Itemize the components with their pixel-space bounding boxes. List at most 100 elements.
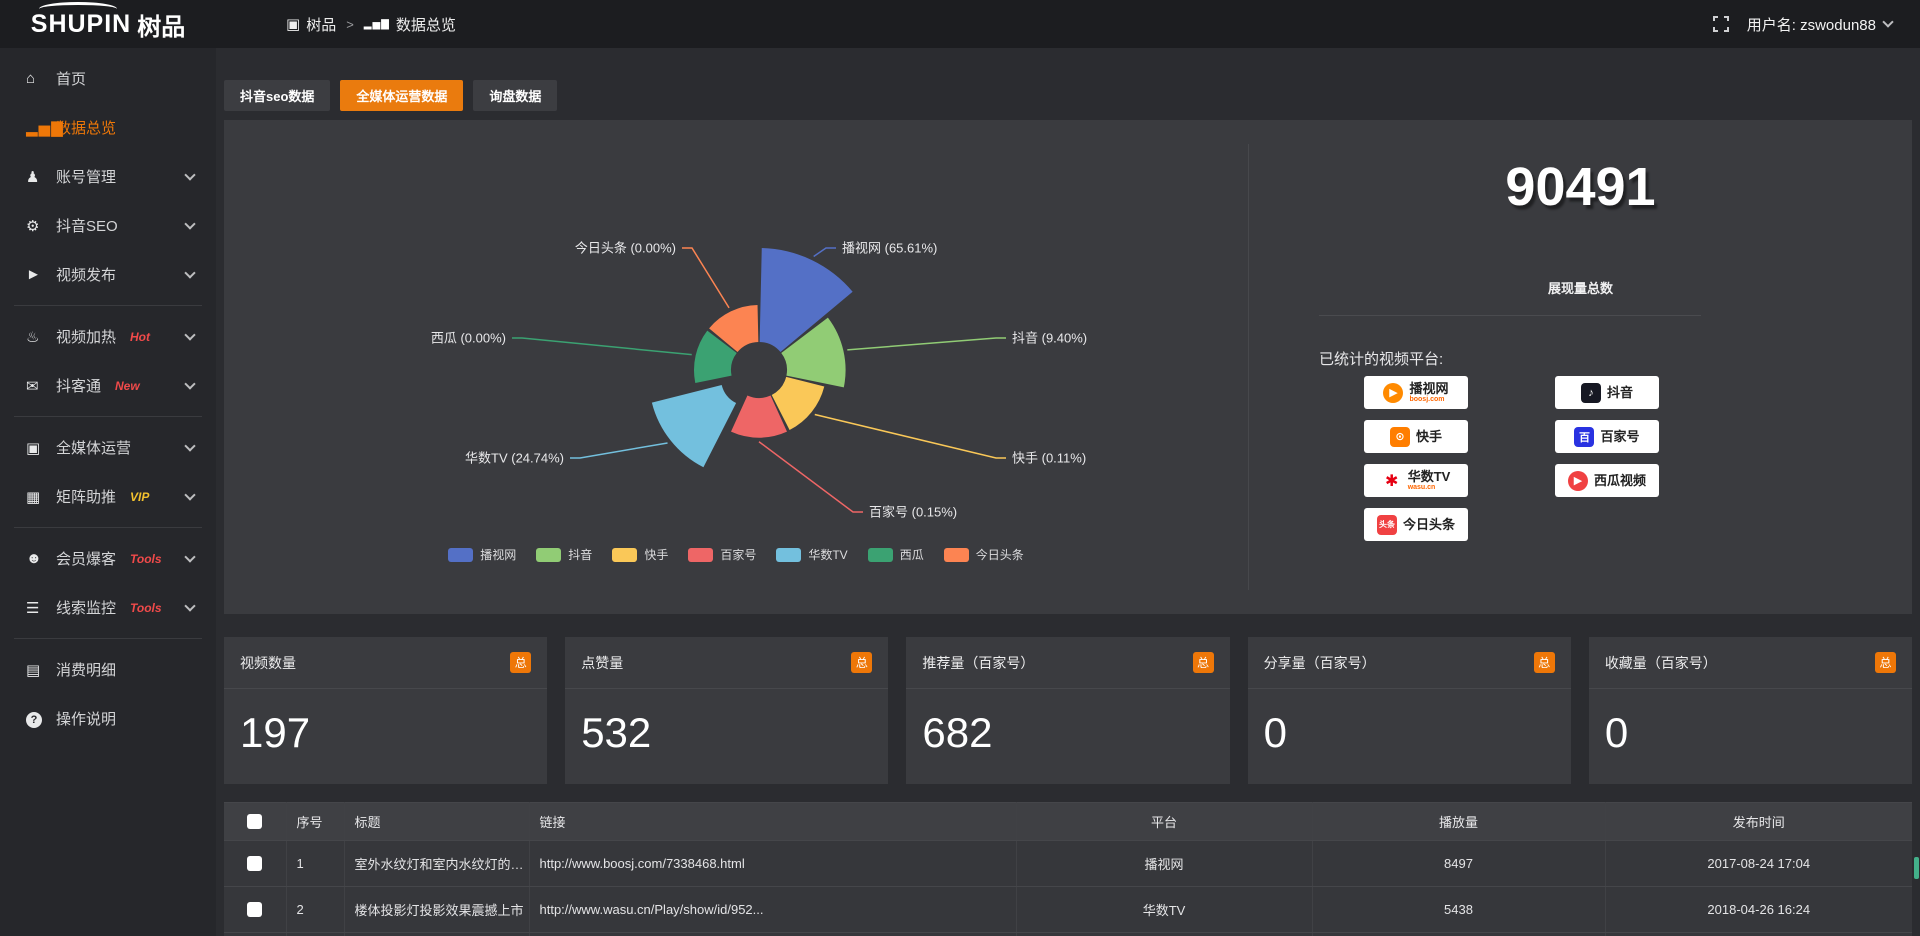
select-all-checkbox[interactable]	[247, 814, 263, 829]
cell-title[interactable]: 楼体投影灯投影效果震撼上市	[344, 886, 530, 933]
sidebar-item-首页[interactable]: ⌂ 首页	[0, 54, 216, 103]
pie-slice-播视网[interactable]	[759, 248, 853, 353]
sidebar-item-账号管理[interactable]: ♟ 账号管理	[0, 152, 216, 201]
pie-leader-百家号	[758, 441, 863, 513]
stat-cards: 视频数量总 197 点赞量总 532 推荐量（百家号）总 682 分享量（百家号）总 0 收藏量…	[224, 637, 1913, 784]
stat-card-value: 682	[922, 709, 993, 756]
summary-area: 90491 展现量总数 已统计的视频平台: ▶ 播视网 boosj.com ⊙ 快手 ✱ 华…	[1249, 120, 1912, 614]
sidebar-item-抖音SEO[interactable]: ⚙ 抖音SEO	[0, 201, 216, 250]
platform-badge-caption: wasu.cn	[1407, 483, 1436, 491]
pie-slice-西瓜[interactable]	[694, 330, 737, 384]
total-badge[interactable]: 总	[851, 652, 873, 673]
cell-empty	[529, 932, 1017, 936]
breadcrumb-item[interactable]: ▂▅▇ 数据总览	[364, 14, 456, 35]
platform-badges-col-2: ♪ 抖音百百家号 ▶ 西瓜视频	[1555, 376, 1659, 497]
chevron-down-icon	[184, 550, 196, 563]
platform-badge-西瓜视频: ▶ 西瓜视频	[1555, 464, 1659, 497]
sliders-icon: ☰	[26, 599, 40, 617]
legend-item-西瓜[interactable]: 西瓜	[867, 546, 924, 563]
cell-link[interactable]: http://www.boosj.com/7338468.html	[529, 840, 1017, 887]
total-badge[interactable]: 总	[510, 652, 532, 673]
breadcrumb: ▣ 树品 > ▂▅▇ 数据总览	[286, 14, 456, 35]
platform-badge-抖音: ♪ 抖音	[1555, 376, 1659, 409]
tab-全媒体运营数据[interactable]: 全媒体运营数据	[340, 80, 464, 111]
sidebar-item-tag: Tools	[130, 551, 162, 566]
scrollbar-thumb[interactable]	[1914, 857, 1919, 879]
home-icon: ⌂	[26, 70, 36, 87]
col-header-序号: 序号	[286, 802, 345, 841]
cell-title[interactable]: 室外水纹灯和室内水纹灯的区别和简介	[344, 840, 530, 887]
total-badge[interactable]: 总	[1875, 652, 1897, 673]
pie-label-快手: 快手 (0.11%)	[1012, 451, 1086, 466]
cell-platform: 华数TV	[1016, 886, 1313, 933]
legend-item-快手[interactable]: 快手	[612, 546, 668, 563]
cell-empty	[1605, 932, 1912, 936]
tab-抖音seo数据[interactable]: 抖音seo数据	[224, 80, 331, 111]
total-badge[interactable]: 总	[1192, 652, 1214, 673]
pie-slice-华数TV[interactable]	[651, 384, 737, 468]
sidebar-item-tag: Tools	[130, 600, 162, 615]
sidebar-item-消费明细[interactable]: ▤ 消费明细	[0, 645, 216, 694]
sidebar-item-label: 首页	[56, 71, 87, 88]
stat-card-header: 推荐量（百家号） 总	[906, 637, 1230, 689]
panel-divider	[1248, 144, 1249, 590]
sidebar-item-label: 矩阵助推	[56, 489, 117, 506]
cell-empty	[286, 932, 345, 936]
breadcrumb-item[interactable]: ▣ 树品	[286, 14, 336, 35]
sidebar-item-label: 操作说明	[56, 711, 117, 728]
stat-card-title: 分享量（百家号）	[1263, 654, 1376, 671]
tab-询盘数据[interactable]: 询盘数据	[473, 80, 558, 111]
row-checkbox[interactable]	[247, 856, 263, 871]
user-menu[interactable]: 用户名: zswodun88	[1747, 14, 1894, 35]
sidebar-item-label: 消费明细	[56, 662, 117, 679]
legend-item-抖音[interactable]: 抖音	[536, 546, 592, 563]
chevron-down-icon	[1882, 16, 1894, 28]
sidebar-item-全媒体运营[interactable]: ▣ 全媒体运营	[0, 423, 216, 472]
cell-plays: 5438	[1312, 886, 1606, 933]
cell-seq: 2	[286, 886, 345, 933]
sidebar-item-会员爆客[interactable]: ☻ 会员爆客 Tools	[0, 534, 216, 583]
row-checkbox-cell	[224, 840, 287, 887]
cell-link[interactable]: http://www.wasu.cn/Play/show/id/952...	[529, 886, 1017, 933]
sidebar-item-视频发布[interactable]: ► 视频发布	[0, 250, 216, 299]
video-publish-icon: ►	[26, 266, 41, 283]
legend-item-华数TV[interactable]: 华数TV	[776, 546, 848, 563]
pie-label-百家号: 百家号 (0.15%)	[869, 505, 957, 520]
sidebar-item-线索监控[interactable]: ☰ 线索监控 Tools	[0, 583, 216, 632]
sidebar-item-抖客通[interactable]: ✉ 抖客通 New	[0, 361, 216, 410]
sidebar-item-视频加热[interactable]: ♨ 视频加热 Hot	[0, 312, 216, 361]
logo-text-cn: 树品	[137, 13, 186, 41]
pie-slice-快手[interactable]	[771, 376, 825, 430]
sidebar-item-操作说明[interactable]: ? 操作说明	[0, 694, 216, 743]
stat-card-视频数量: 视频数量 总 197	[224, 637, 548, 784]
legend-label: 快手	[644, 548, 669, 562]
row-checkbox[interactable]	[247, 902, 263, 917]
fullscreen-icon[interactable]	[1712, 16, 1729, 32]
platform-share-rose-chart[interactable]: 播视网 (65.61%) 抖音 (9.40%) 快手 (0.11%) 百家号 (0.1…	[224, 120, 1247, 613]
legend-item-播视网[interactable]: 播视网	[448, 546, 516, 563]
cell-platform: 播视网	[1016, 840, 1313, 887]
sidebar-item-矩阵助推[interactable]: ▦ 矩阵助推 VIP	[0, 472, 216, 521]
chevron-down-icon	[184, 168, 196, 181]
快手-logo-icon: ⊙	[1389, 426, 1410, 447]
legend-swatch	[536, 547, 562, 562]
sidebar: ⌂ 首页 ▂▅▇ 数据总览 ♟ 账号管理 ⚙ 抖音SEO ► 视频发布 ♨ 视频加热 Hot ✉ 抖客通 Ne…	[0, 48, 216, 936]
pie-label-华数TV: 华数TV (24.74%)	[465, 451, 564, 466]
sidebar-item-数据总览[interactable]: ▂▅▇ 数据总览	[0, 103, 216, 152]
impressions-total-label: 展现量总数	[1547, 281, 1613, 296]
legend-item-百家号[interactable]: 百家号	[688, 546, 756, 563]
logo: SHUPIN 树品	[0, 0, 216, 48]
legend-swatch	[776, 547, 802, 562]
stat-card-header: 视频数量 总	[224, 637, 548, 689]
tv-heat-icon: ♨	[26, 328, 40, 346]
legend-swatch	[943, 547, 969, 562]
pie-label-播视网: 播视网 (65.61%)	[842, 241, 937, 256]
pie-slice-百家号[interactable]	[731, 395, 787, 438]
legend-item-今日头条[interactable]: 今日头条	[943, 546, 1024, 563]
pie-slice-今日头条[interactable]	[709, 305, 759, 353]
stat-card-title: 收藏量（百家号）	[1604, 654, 1717, 671]
platform-badge-今日头条: 头条 今日头条	[1364, 508, 1468, 541]
legend-label: 播视网	[480, 548, 517, 562]
total-badge[interactable]: 总	[1533, 652, 1555, 673]
pie-slice-抖音[interactable]	[781, 317, 846, 388]
